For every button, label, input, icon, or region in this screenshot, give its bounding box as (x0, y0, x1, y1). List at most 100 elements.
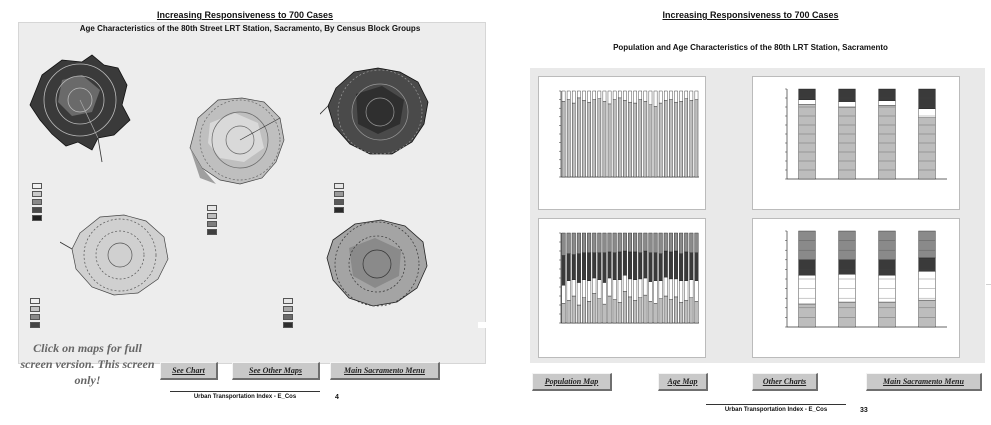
chart-svg (559, 90, 699, 178)
bar-segment (628, 296, 632, 324)
bar-segment (582, 232, 586, 253)
other-charts-button[interactable]: Other Charts (752, 373, 818, 391)
chart-panel-3[interactable] (538, 218, 706, 358)
bar-segment (576, 232, 581, 254)
chart-panel-2[interactable] (752, 76, 960, 210)
bar-segment (918, 88, 936, 109)
right-slide-panel: Increasing Responsiveness to 700 Cases P… (510, 0, 991, 425)
bar-segment (617, 232, 622, 253)
slide-footer: Urban Transportation Index - E_Cos (170, 391, 320, 400)
bar-segment (592, 293, 597, 324)
bar-segment (663, 295, 668, 324)
bar-segment (633, 90, 637, 104)
see-chart-button[interactable]: See Chart (160, 362, 218, 380)
bar-segment (628, 90, 632, 103)
bar-segment (602, 232, 607, 253)
bar-segment (674, 278, 678, 298)
bar-segment (643, 294, 648, 324)
bar-segment (878, 259, 896, 276)
bar-segment (577, 90, 581, 99)
bar-segment (633, 279, 638, 301)
bar-segment (878, 105, 896, 180)
bar-segment (633, 251, 638, 281)
bar-segment (658, 253, 663, 281)
charts-grid (530, 68, 985, 363)
map-top-left[interactable] (22, 50, 140, 165)
bar-segment (602, 303, 607, 324)
bar-segment (576, 282, 581, 306)
bar-segment (592, 252, 597, 279)
bar-segment (566, 300, 571, 324)
bar-segment (566, 280, 571, 301)
bar-segment (617, 279, 622, 303)
bar-segment (798, 303, 816, 328)
map-bottom-right[interactable] (315, 210, 443, 322)
main-sacramento-menu-button[interactable]: Main Sacramento Menu (866, 373, 982, 391)
click-maps-note: Click on maps for full screen version. T… (20, 341, 155, 387)
bar-segment (582, 100, 586, 178)
bar-segment (633, 102, 637, 178)
bar-segment (566, 232, 571, 254)
bar-segment (679, 253, 684, 281)
bar-segment (679, 101, 683, 178)
bar-segment (918, 108, 936, 118)
bar-segment (576, 304, 581, 324)
map-legend (283, 298, 296, 330)
bar-segment (674, 250, 678, 280)
divider-mark (478, 322, 492, 328)
population-map-button[interactable]: Population Map (532, 373, 612, 391)
bar-segment (648, 301, 653, 324)
footer-text: Urban Transportation Index - E_Cos (193, 394, 297, 400)
main-sacramento-menu-button[interactable]: Main Sacramento Menu (330, 362, 440, 380)
map-top-center[interactable] (180, 88, 298, 200)
bar-segment (798, 99, 816, 105)
bar-segment (658, 232, 663, 254)
bar-segment (597, 98, 602, 178)
bar-segment (878, 88, 896, 101)
bar-segment (602, 252, 607, 283)
bar-segment (576, 253, 581, 283)
bar-segment (623, 100, 627, 178)
bar-segment (587, 90, 591, 103)
bar-segment (587, 232, 592, 253)
bar-segment (668, 232, 673, 253)
chart-panel-1[interactable] (538, 76, 706, 210)
bar-segment (663, 276, 668, 297)
bar-segment (582, 297, 586, 324)
bar-segment (607, 103, 612, 178)
bar-segment (561, 302, 566, 324)
bar-segment (628, 101, 632, 178)
bar-segment (638, 90, 643, 100)
bar-segment (612, 299, 617, 324)
map-subtitle: Age Characteristics of the 80th Street L… (79, 24, 421, 33)
bar-segment (684, 280, 689, 301)
bar-segment (571, 102, 576, 178)
bar-segment (617, 97, 622, 178)
bar-segment (628, 251, 632, 280)
bar-segment (674, 232, 678, 252)
charts-subtitle: Population and Age Characteristics of th… (613, 43, 888, 52)
see-other-maps-button[interactable]: See Other Maps (232, 362, 320, 380)
bar-segment (592, 232, 597, 253)
map-top-right[interactable] (320, 58, 442, 173)
chart-panel-4[interactable] (752, 218, 960, 358)
map-bottom-left[interactable] (60, 205, 180, 305)
map-legend (334, 183, 347, 215)
bar-segment (694, 232, 699, 253)
bar-segment (658, 90, 663, 104)
bar-segment (571, 254, 576, 280)
bar-segment (612, 252, 617, 280)
bar-segment (571, 295, 576, 324)
bar-segment (602, 282, 607, 305)
bar-segment (668, 299, 673, 324)
bar-segment (582, 252, 586, 280)
bar-segment (684, 300, 689, 324)
bar-segment (648, 232, 653, 253)
bar-segment (838, 101, 856, 108)
bar-segment (597, 90, 602, 99)
bar-segment (607, 232, 612, 253)
bar-segment (633, 300, 638, 324)
age-map-button[interactable]: Age Map (658, 373, 708, 391)
bar-segment (658, 102, 663, 178)
bar-segment (607, 90, 612, 105)
